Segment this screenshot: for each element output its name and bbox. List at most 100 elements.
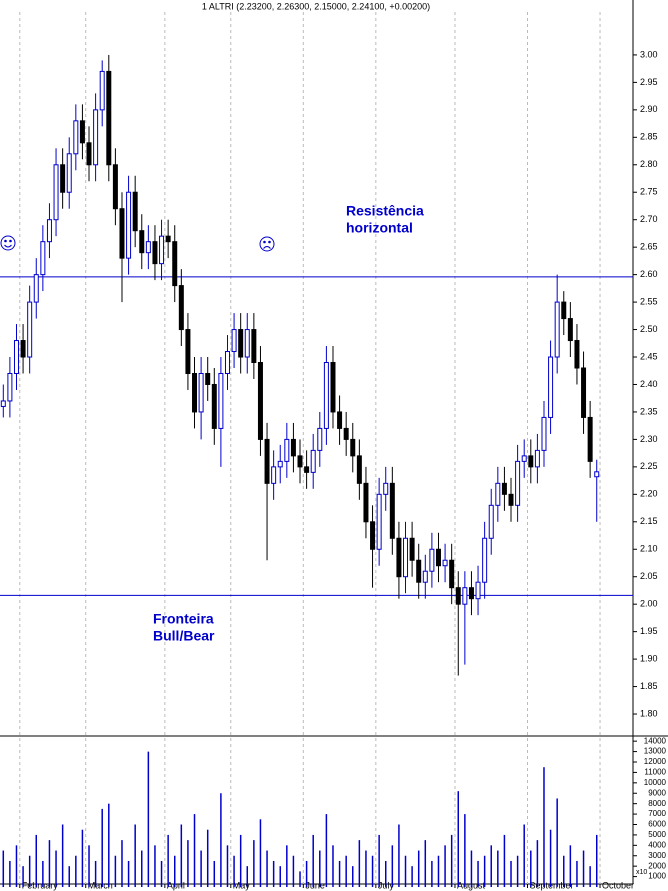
candle-body [33, 274, 39, 303]
candle-body [515, 460, 521, 506]
y-tick-label: 2.75 [640, 187, 658, 197]
volume-tick-label: 12000 [644, 757, 667, 766]
candle-body [185, 329, 191, 374]
candle-body [363, 482, 369, 523]
candle-body [132, 191, 138, 232]
candle-body [224, 351, 230, 374]
candle-body [46, 219, 52, 243]
y-tick-label: 2.35 [640, 406, 658, 416]
candle-body [403, 537, 409, 578]
candle-body [60, 164, 66, 193]
candle-body [238, 329, 244, 358]
candle-body [126, 191, 132, 259]
candle-body [350, 438, 356, 457]
x-tick-label: March [88, 880, 113, 890]
candle-body [541, 416, 547, 451]
y-tick-label: 2.80 [640, 159, 658, 169]
candle-body [106, 70, 112, 166]
candle-body [310, 449, 316, 473]
smiley-happy [0, 235, 16, 251]
y-tick-label: 2.40 [640, 379, 658, 389]
candle-body [53, 164, 59, 221]
candle-body [462, 587, 468, 605]
candle-body [455, 587, 461, 605]
y-tick-label: 1.95 [640, 626, 658, 636]
y-tick-label: 2.00 [640, 599, 658, 609]
y-tick-label: 2.50 [640, 324, 658, 334]
candle-body [7, 372, 13, 402]
y-tick-label: 2.60 [640, 269, 658, 279]
candle-body [145, 241, 151, 254]
candle-body [277, 460, 283, 468]
y-tick-label: 2.95 [640, 77, 658, 87]
candle-body [119, 208, 125, 259]
y-tick-label: 2.70 [640, 214, 658, 224]
candle-body [73, 120, 79, 155]
candle-body [396, 537, 402, 578]
volume-tick-label: 1000 [648, 872, 666, 881]
candle-body [231, 329, 237, 353]
y-tick-label: 2.10 [640, 544, 658, 554]
candle-body [337, 411, 343, 429]
candle-body [370, 521, 376, 550]
y-tick-label: 2.45 [640, 351, 658, 361]
annotation: horizontal [346, 220, 413, 236]
candle-body [574, 340, 580, 369]
chart-title: 1 ALTRI (2.23200, 2.26300, 2.15000, 2.24… [202, 1, 430, 11]
volume-tick-label: 10000 [644, 778, 667, 787]
candle-body [587, 416, 593, 462]
candle-body [152, 241, 158, 265]
candle-body [271, 466, 277, 484]
volume-tick-label: 14000 [644, 736, 667, 745]
volume-tick-label: 6000 [648, 820, 666, 829]
candle-body [20, 340, 26, 358]
candle-body [86, 142, 92, 166]
candle-body [416, 559, 422, 583]
candle-body [79, 120, 85, 144]
candle-body [534, 449, 540, 468]
candle-body [317, 427, 323, 451]
candle-body [178, 285, 184, 331]
candle-body [429, 548, 435, 572]
candle-body [211, 383, 217, 429]
candle-body [567, 318, 573, 342]
candle-body [13, 340, 19, 374]
volume-tick-label: 2000 [648, 861, 666, 870]
x-tick-label: September [530, 880, 574, 890]
candle-body [482, 537, 488, 583]
annotation: Resistência [346, 203, 424, 219]
candle-body [488, 504, 494, 539]
y-tick-label: 2.90 [640, 104, 658, 114]
candle-body [257, 362, 263, 440]
candle-body [112, 164, 118, 210]
candle-body [297, 455, 303, 468]
volume-tick-label: 11000 [644, 768, 666, 777]
y-tick-label: 2.20 [640, 489, 658, 499]
candle-body [409, 537, 415, 561]
candle-body [383, 482, 389, 495]
candle-body [205, 372, 211, 385]
volume-tick-label: 7000 [648, 809, 666, 818]
candle-body [475, 581, 481, 600]
candle-body [554, 301, 560, 358]
candle-body [290, 438, 296, 457]
x-tick-label: February [22, 880, 59, 890]
volume-multiplier: x10 [636, 869, 647, 876]
candle-body [251, 329, 257, 364]
annotation: Fronteira [153, 611, 214, 627]
candle-body [508, 493, 514, 506]
candle-body [442, 559, 448, 567]
candle-body [218, 372, 224, 429]
y-tick-label: 2.05 [640, 571, 658, 581]
x-tick-label: October [602, 880, 634, 890]
candle-body [343, 427, 349, 440]
y-tick-label: 2.55 [640, 296, 658, 306]
y-tick-label: 1.85 [640, 681, 658, 691]
candle-body [139, 230, 145, 254]
candle-body [264, 438, 270, 484]
candle-body [192, 372, 198, 413]
smiley-sad [259, 236, 275, 252]
candle-body [0, 400, 6, 407]
candle-body [198, 372, 204, 413]
